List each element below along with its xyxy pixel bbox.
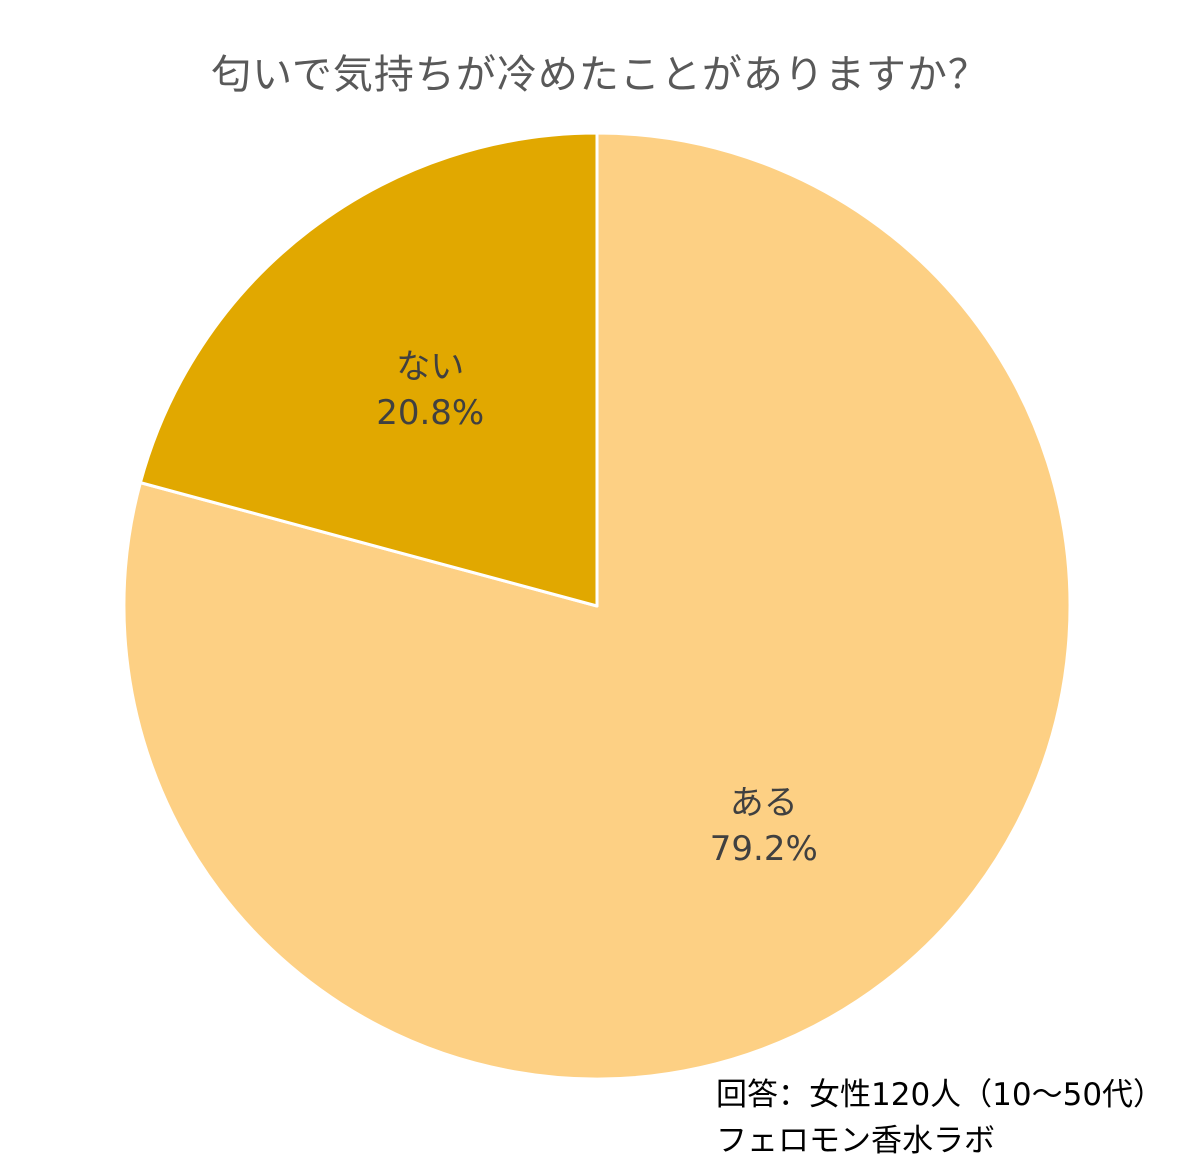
slice-category-label: ない	[396, 347, 464, 387]
source-note: フェロモン香水ラボ	[716, 1123, 995, 1159]
footnote: 回答：女性120人（10～50代） フェロモン香水ラボ	[716, 1072, 1164, 1164]
slice-value-label: 79.2%	[710, 829, 818, 869]
respondents-note: 回答：女性120人（10～50代）	[716, 1077, 1165, 1113]
pie-labels: ある 79.2% ない 20.8%	[376, 347, 818, 869]
slice-category-label: ある	[730, 783, 798, 823]
pie-slices	[122, 131, 1072, 1081]
slice-value-label: 20.8%	[376, 393, 484, 433]
chart-title: 匂いで気持ちが冷めたことがありますか？	[211, 52, 989, 98]
pie-slice-1	[138, 131, 599, 608]
